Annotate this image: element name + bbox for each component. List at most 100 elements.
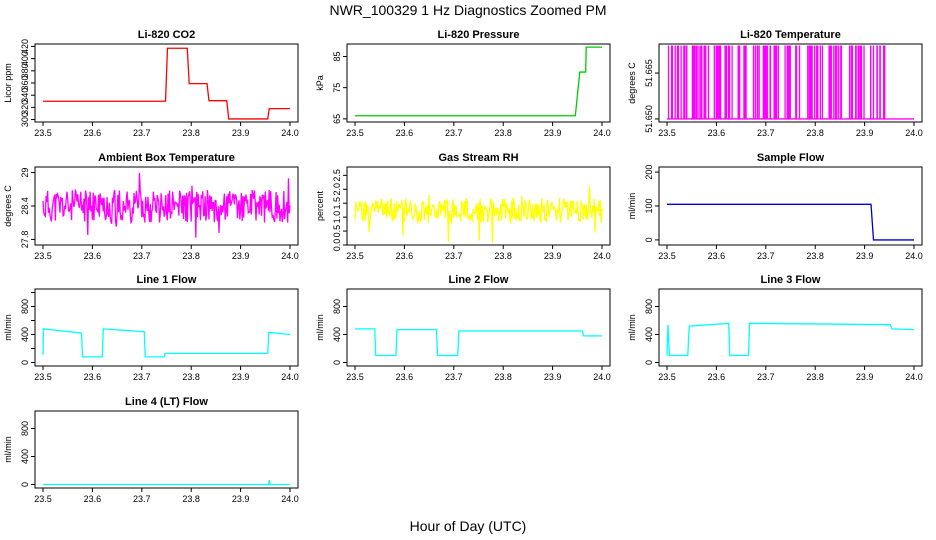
y-tick-label: 300 [20,112,30,127]
x-tick-label: 23.5 [34,372,52,382]
y-axis-label: degrees C [627,62,637,104]
y-tick-label: 27.8 [20,231,30,249]
plot-frame [658,288,923,367]
x-tick-label: 23.7 [757,251,775,261]
x-tick-label: 23.9 [232,372,250,382]
x-tick-label: 23.6 [396,372,414,382]
y-tick-label: 0 [644,237,654,242]
x-tick-label: 24.0 [593,251,611,261]
y-tick-label: 51.665 [644,59,654,87]
y-tick-label: 51.650 [644,105,654,133]
y-tick-label: 0.5 [332,225,342,238]
x-tick-label: 23.7 [133,372,151,382]
x-tick-label: 24.0 [593,372,611,382]
figure-x-label: Hour of Day (UTC) [410,518,527,534]
x-tick-label: 23.9 [856,128,874,138]
y-tick-label: 800 [20,421,30,436]
x-tick-label: 23.8 [494,128,512,138]
panel-title: Li-820 Pressure [438,29,520,41]
x-tick-label: 23.7 [757,128,775,138]
x-tick-label: 23.6 [84,494,102,504]
y-tick-label: 800 [644,299,654,314]
plot-frame [34,410,299,489]
y-tick-label: 380 [20,63,30,78]
x-tick-label: 23.8 [182,128,200,138]
series-line [42,328,291,358]
panel-5: Gas Stream RH 23.5 23.6 23.7 23.8 23.9 24.0 0.0… [315,152,611,261]
y-axis-label: ml/min [315,314,325,341]
y-tick-label: 420 [20,39,30,54]
x-tick-label: 24.0 [281,494,299,504]
series-line [666,322,915,357]
x-tick-label: 23.8 [494,372,512,382]
x-tick-label: 23.6 [396,128,414,138]
x-tick-label: 24.0 [905,372,923,382]
y-tick-label: 85 [332,51,342,61]
panel-6: Sample Flow 23.5 23.6 23.7 23.8 23.9 24.0 0 100 2… [627,152,923,261]
panel-title: Line 3 Flow [761,274,821,286]
x-tick-label: 23.6 [84,372,102,382]
y-tick-label: 1.5 [332,197,342,210]
y-axis-label: ml/min [627,193,637,220]
series-line [354,186,603,244]
x-tick-label: 23.5 [346,128,364,138]
x-tick-label: 23.5 [346,251,364,261]
x-tick-label: 23.7 [445,251,463,261]
x-tick-label: 23.6 [396,251,414,261]
y-tick-label: 0 [20,360,30,365]
x-tick-label: 23.8 [806,372,824,382]
x-tick-label: 23.5 [658,251,676,261]
panel-title: Gas Stream RH [438,152,518,164]
y-tick-label: 2.5 [332,169,342,182]
panel-4: Ambient Box Temperature 23.5 23.6 23.7 23.8 2… [3,152,299,261]
panel-9: Line 3 Flow 23.5 23.6 23.7 23.8 23.9 24.0 0 400 8… [627,274,923,382]
y-axis-label: ml/min [627,314,637,341]
y-tick-label: 28.4 [20,197,30,215]
x-tick-label: 23.6 [708,372,726,382]
x-tick-label: 23.5 [34,494,52,504]
y-tick-label: 340 [20,88,30,103]
x-tick-label: 23.9 [232,494,250,504]
plot-frame [658,43,923,123]
x-tick-label: 24.0 [281,251,299,261]
y-tick-label: 0 [332,360,342,365]
x-tick-label: 23.5 [658,128,676,138]
y-tick-label: 800 [20,299,30,314]
x-tick-label: 23.7 [133,251,151,261]
x-tick-label: 23.8 [806,251,824,261]
y-tick-label: 75 [332,83,342,93]
x-tick-label: 23.9 [856,251,874,261]
x-tick-label: 23.9 [856,372,874,382]
y-axis-label: degrees C [3,185,13,227]
panel-2: Li-820 Pressure 23.5 23.6 23.7 23.8 23.9 24.0 6… [315,29,611,138]
x-tick-label: 23.6 [708,128,726,138]
x-tick-label: 23.9 [544,128,562,138]
panels: Li-820 CO2 23.5 23.6 23.7 23.8 23.9 24.0 300320… [3,29,923,504]
series-line [355,328,602,357]
y-tick-label: 0 [20,482,30,487]
panel-title: Line 1 Flow [137,274,197,286]
series-line [667,203,914,241]
x-tick-label: 24.0 [281,372,299,382]
x-tick-label: 23.7 [133,494,151,504]
x-tick-label: 23.7 [445,372,463,382]
y-axis-label: percent [315,190,325,221]
panel-title: Ambient Box Temperature [98,152,235,164]
plot-frame [658,166,923,246]
x-tick-label: 23.7 [133,128,151,138]
y-tick-label: 400 [20,327,30,342]
y-tick-label: 0 [644,360,654,365]
x-tick-label: 23.8 [494,251,512,261]
y-tick-label: 400 [644,327,654,342]
panel-title: Line 4 (LT) Flow [125,396,208,408]
y-tick-label: 800 [332,299,342,314]
y-tick-label: 400 [332,327,342,342]
y-axis-label: Licor ppm [3,63,13,103]
x-tick-label: 24.0 [281,128,299,138]
x-tick-label: 23.8 [182,251,200,261]
y-tick-label: 360 [20,75,30,90]
panel-title: Line 2 Flow [449,274,509,286]
panel-title: Li-820 Temperature [740,29,841,41]
panel-8: Line 2 Flow 23.5 23.6 23.7 23.8 23.9 24.0 0 400 8… [315,274,611,382]
